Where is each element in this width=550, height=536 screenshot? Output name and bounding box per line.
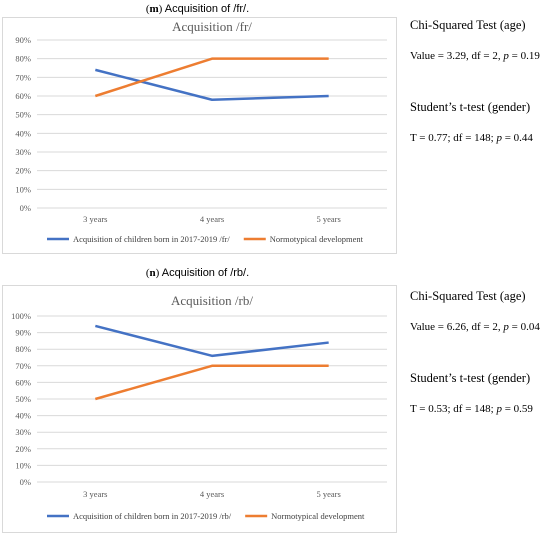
t-result: T = 0.53; df = 148; p = 0.59	[410, 403, 533, 415]
y-tick-label: 0%	[20, 477, 31, 487]
caption-label: m	[149, 3, 159, 15]
y-tick-label: 60%	[15, 377, 31, 387]
chi-title: Chi-Squared Test (age)	[410, 18, 526, 32]
chi-p-letter: p	[503, 50, 509, 62]
legend-label: Acquisition of children born in 2017-201…	[73, 511, 232, 521]
series-acquisition-line	[95, 324, 329, 358]
t-result-a: T = 0.77; df = 148;	[410, 132, 497, 144]
chart-rb: Acquisition /rb/0% 10% 20% 30% 40% 50% 60% 70% 8…	[2, 285, 397, 533]
t-title: Student’s t-test (gender)	[410, 371, 531, 385]
x-tick-label: 5 years	[317, 214, 341, 224]
chi-result: Value = 6.26, df = 2, p = 0.04	[410, 321, 540, 333]
y-tick-label: 30%	[15, 147, 31, 157]
chart-title: Acquisition /rb/	[171, 293, 253, 308]
t-p-letter: p	[496, 403, 502, 415]
y-tick-label: 0%	[20, 203, 31, 213]
chi-result-a: Value = 3.29, df = 2,	[410, 50, 504, 62]
chi-p-letter: p	[503, 321, 509, 333]
y-tick-label: 80%	[15, 344, 31, 354]
caption-m: (m) Acquisition of /fr/.	[145, 3, 250, 15]
caption-text: Acquisition of /fr/.	[162, 3, 250, 15]
y-tick-label: 40%	[15, 411, 31, 421]
t-result: T = 0.77; df = 148; p = 0.44	[410, 132, 533, 144]
y-tick-label: 40%	[15, 128, 31, 138]
y-tick-label: 70%	[15, 72, 31, 82]
legend-label: Normotypical development	[270, 234, 364, 244]
x-tick-label: 3 years	[83, 214, 107, 224]
y-tick-label: 70%	[15, 361, 31, 371]
caption-text: Acquisition of /rb/.	[159, 267, 250, 279]
t-result-b: = 0.59	[501, 403, 533, 415]
y-tick-label: 50%	[15, 110, 31, 120]
y-tick-label: 30%	[15, 427, 31, 437]
y-tick-label: 20%	[15, 444, 31, 454]
y-tick-label: 10%	[15, 460, 31, 470]
y-tick-label: 60%	[15, 91, 31, 101]
t-title: Student’s t-test (gender)	[410, 100, 531, 114]
x-tick-label: 3 years	[83, 489, 107, 499]
legend-label: Normotypical development	[271, 511, 365, 521]
chi-result: Value = 3.29, df = 2, p = 0.19	[410, 50, 540, 62]
chi-result-b: = 0.04	[508, 321, 540, 333]
chart-fr: Acquisition /fr/0% 10% 20% 30% 40% 50% 60% 70% 8…	[2, 17, 397, 254]
chart-title: Acquisition /fr/	[172, 19, 252, 34]
chart-fr-svg: Acquisition /fr/0% 10% 20% 30% 40% 50% 60% 70% 8…	[15, 19, 387, 244]
legend-label: Acquisition of children born in 2017-201…	[73, 234, 230, 244]
chi-result-a: Value = 6.26, df = 2,	[410, 321, 504, 333]
y-tick-label: 50%	[15, 394, 31, 404]
t-p-letter: p	[496, 132, 502, 144]
y-tick-label: 80%	[15, 54, 31, 64]
y-tick-label: 20%	[15, 166, 31, 176]
chi-title: Chi-Squared Test (age)	[410, 289, 526, 303]
t-result-b: = 0.44	[501, 132, 533, 144]
y-tick-label: 10%	[15, 184, 31, 194]
y-tick-label: 90%	[15, 328, 31, 338]
t-result-a: T = 0.53; df = 148;	[410, 403, 497, 415]
x-tick-label: 4 years	[200, 489, 224, 499]
caption-n: (n) Acquisition of /rb/.	[145, 267, 250, 279]
y-tick-label: 100%	[11, 311, 31, 321]
y-tick-label: 90%	[15, 35, 31, 45]
x-tick-label: 5 years	[317, 489, 341, 499]
caption-label: n	[149, 267, 156, 279]
chi-result-b: = 0.19	[508, 50, 540, 62]
x-tick-label: 4 years	[200, 214, 224, 224]
chart-rb-svg: Acquisition /rb/0% 10% 20% 30% 40% 50% 60% 70% 8…	[11, 293, 387, 521]
